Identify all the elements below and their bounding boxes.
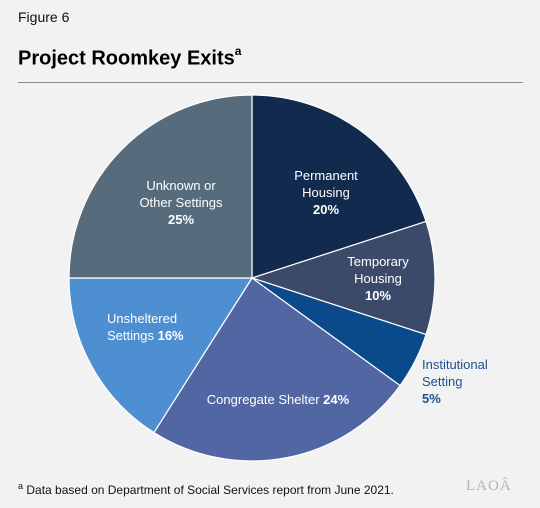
- slice-label-unknown-or-other-settings: Unknown or Other Settings 25%: [139, 178, 223, 227]
- pie-slice-unsheltered-settings: [68, 277, 254, 434]
- slice-label-permanent-housing: Permanent Housing 20%: [294, 168, 358, 217]
- lao-logo: LAOÂ: [466, 478, 512, 494]
- pie-slice-unknown-or-other-settings: [68, 94, 253, 279]
- figure-label: Figure 6: [18, 9, 70, 25]
- footnote-text: Data based on Department of Social Servi…: [26, 483, 394, 497]
- title-divider: [18, 82, 523, 83]
- title-footnote-marker: a: [234, 44, 242, 58]
- chart-title-text: Project Roomkey Exits: [18, 47, 235, 70]
- slice-label-temporary-housing: Temporary Housing 10%: [347, 254, 409, 303]
- slice-label-unsheltered-settings: Unsheltered Settings 16%: [107, 311, 184, 343]
- chart-title: Project Roomkey Exitsa: [18, 44, 242, 71]
- footnote-marker: a: [18, 481, 24, 491]
- pie-slice-congregate-shelter: [153, 277, 401, 462]
- slice-label-congregate-shelter: Congregate Shelter 24%: [207, 392, 350, 407]
- pie-slice-temporary-housing: [250, 220, 436, 336]
- slice-label-institutional-setting: Institutional Setting 5%: [422, 357, 488, 406]
- pie-chart: Permanent Housing 20% Temporary Housing 10% In…: [68, 94, 488, 462]
- footnote: a Data based on Department of Social Ser…: [18, 481, 394, 497]
- pie-slice-permanent-housing: [251, 94, 427, 279]
